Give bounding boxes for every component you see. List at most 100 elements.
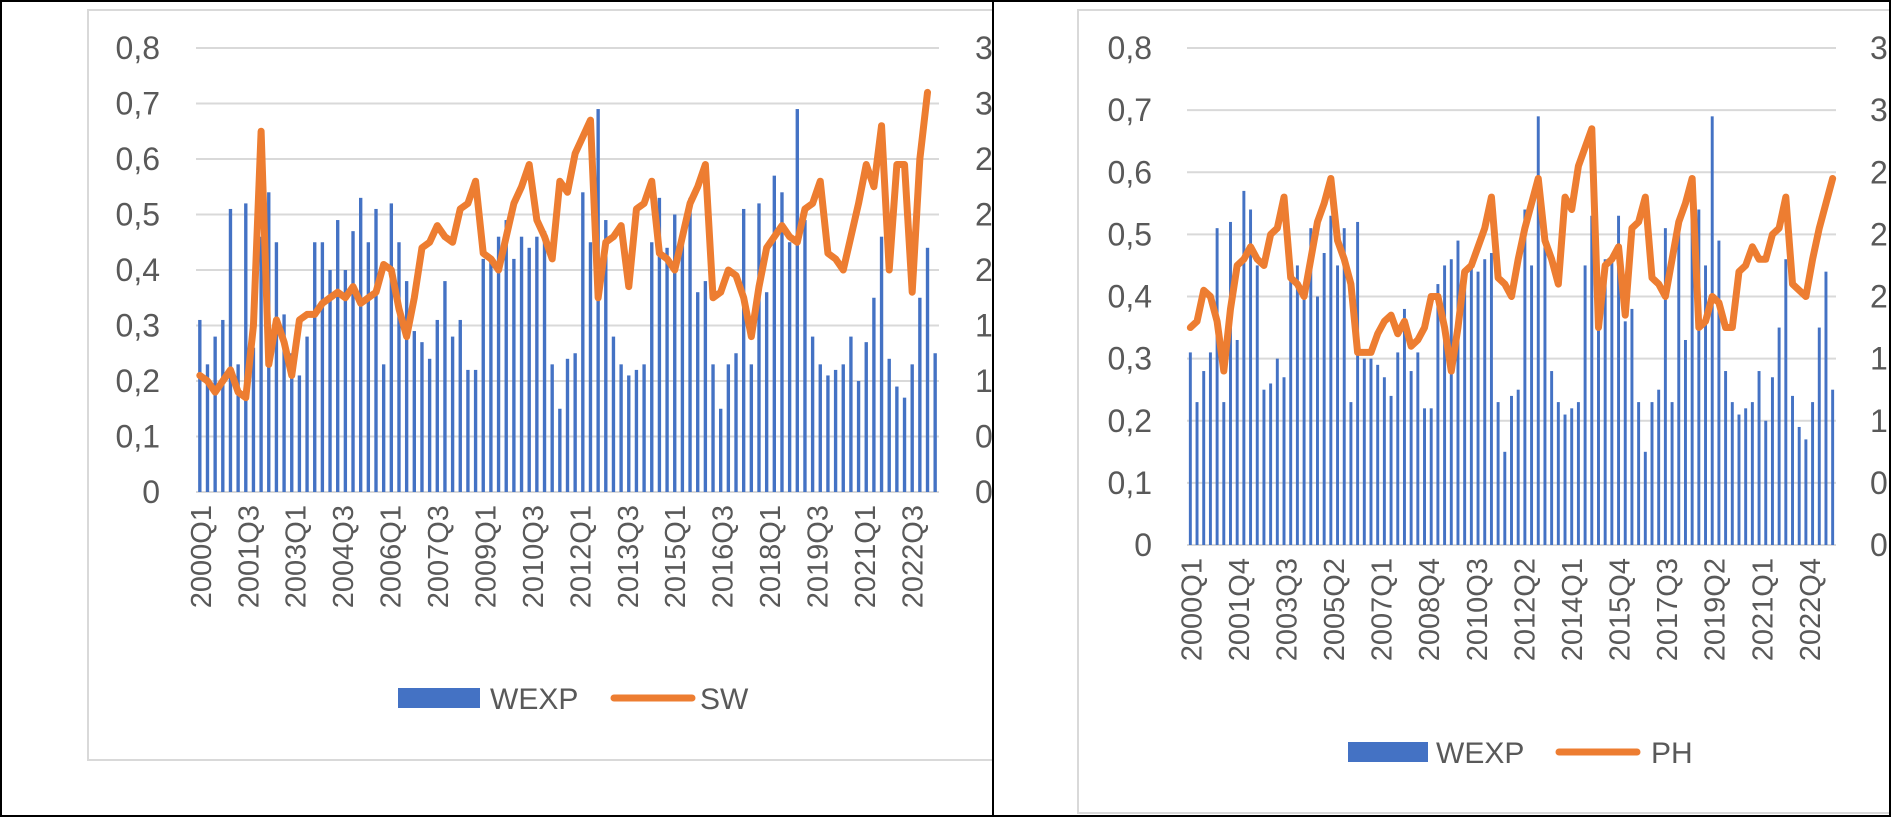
bar-wexp [1543, 240, 1547, 545]
bar-wexp [1449, 259, 1453, 545]
x-tick-label: 2008Q4 [1414, 558, 1446, 661]
x-tick-label: 2003Q1 [281, 505, 313, 608]
x-tick-label: 2003Q3 [1272, 558, 1304, 661]
x-tick-label: 2006Q1 [376, 505, 408, 608]
bar-wexp [657, 197, 662, 492]
x-tick-label: 2000Q1 [1176, 558, 1208, 661]
y2-tick-label: 0 [975, 474, 993, 510]
bar-wexp [1610, 259, 1614, 545]
y-tick-label: 0,5 [1108, 216, 1152, 252]
bar-wexp [588, 242, 593, 492]
bar-wexp [1791, 395, 1794, 545]
bar-wexp [305, 336, 309, 492]
x-tick-label: 2007Q1 [1367, 558, 1399, 661]
bar-wexp [887, 358, 891, 492]
bar-wexp [1777, 327, 1781, 545]
wexp-bars [198, 109, 937, 493]
bar-wexp [1382, 377, 1386, 545]
legend-swatch-bar [1348, 742, 1428, 762]
bar-wexp [558, 408, 562, 492]
bar-wexp [1362, 358, 1366, 546]
bar-wexp [466, 369, 470, 492]
y-tick-label: 0,1 [116, 419, 160, 455]
bar-wexp [1744, 408, 1748, 545]
bar-wexp [328, 270, 332, 492]
legend: WEXP PH [1348, 737, 1693, 770]
y2-tick-label: 2 [975, 141, 993, 177]
y-tick-label: 0,4 [116, 252, 160, 288]
bar-wexp [535, 236, 539, 492]
bar-wexp [320, 242, 325, 492]
bar-wexp [1670, 402, 1674, 545]
bar-wexp [1797, 426, 1801, 545]
bar-wexp [504, 220, 508, 493]
bar-wexp [297, 375, 302, 492]
bar-wexp [1536, 116, 1540, 545]
bar-wexp [1750, 402, 1754, 545]
bar-wexp [236, 364, 240, 492]
bar-wexp [1523, 209, 1527, 545]
right-frame [992, 0, 1891, 817]
bar-wexp [1663, 228, 1667, 545]
y2-tick-label: 2 [975, 252, 993, 288]
bar-wexp [1402, 308, 1406, 545]
bar-wexp [351, 231, 355, 492]
x-tick-label: 2017Q3 [1652, 558, 1684, 661]
bar-wexp [1617, 215, 1621, 546]
bar-wexp [1556, 402, 1560, 545]
bar-wexp [818, 364, 822, 492]
bar-wexp [1550, 371, 1554, 545]
bar-wexp [1677, 221, 1681, 545]
y-tick-label: 0,3 [1108, 341, 1152, 377]
bar-wexp [780, 192, 784, 493]
bar-wexp [213, 336, 217, 492]
y-tick-label: 0,4 [1108, 279, 1152, 315]
bar-wexp [1423, 408, 1426, 545]
x-tick-label: 2001Q4 [1224, 558, 1256, 661]
y2-tick-label: 1 [1870, 403, 1888, 439]
bar-wexp [1396, 352, 1400, 545]
bar-wexp [1817, 327, 1821, 545]
bar-wexp [604, 220, 608, 493]
bar-wexp [1764, 420, 1768, 545]
bar-wexp [1710, 116, 1714, 545]
bar-wexp [512, 258, 516, 492]
bar-wexp [366, 242, 371, 492]
bar-wexp [1229, 221, 1232, 545]
bar-wexp [619, 364, 623, 492]
x-tick-label: 2021Q1 [850, 505, 882, 608]
y-tick-label: 0,6 [116, 141, 160, 177]
x-tick-label: 2022Q3 [897, 505, 929, 608]
bar-wexp [1483, 259, 1487, 545]
bar-wexp [1657, 389, 1661, 545]
bar-wexp [481, 258, 485, 492]
bar-wexp [1436, 284, 1440, 545]
bar-wexp [420, 342, 424, 492]
bar-wexp [374, 208, 378, 492]
bar-wexp [1215, 228, 1219, 545]
bar-wexp [1597, 271, 1600, 545]
bar-wexp [1637, 402, 1641, 545]
bar-wexp [1583, 265, 1587, 545]
bar-wexp [259, 236, 263, 492]
bar-wexp [1630, 308, 1634, 545]
bar-wexp [803, 220, 807, 493]
bar-wexp [527, 247, 531, 492]
bar-wexp [1804, 439, 1808, 545]
bar-wexp [910, 364, 914, 492]
x-tick-label: 2004Q3 [328, 505, 360, 608]
bar-wexp [1389, 395, 1393, 545]
bar-wexp [741, 208, 746, 492]
bar-wexp [1269, 383, 1273, 545]
bar-wexp [1356, 221, 1360, 545]
bar-wexp [1717, 240, 1721, 545]
bar-wexp [336, 220, 340, 493]
legend-label-line: SW [700, 683, 749, 716]
bar-wexp [1275, 358, 1279, 546]
y2-tick-label: 0 [975, 419, 993, 455]
x-tick-label: 2022Q4 [1795, 558, 1827, 661]
bar-wexp [634, 369, 639, 492]
bar-wexp [343, 270, 348, 492]
y-tick-label: 0,3 [116, 308, 160, 344]
y2-tick-label: 1 [975, 363, 993, 399]
